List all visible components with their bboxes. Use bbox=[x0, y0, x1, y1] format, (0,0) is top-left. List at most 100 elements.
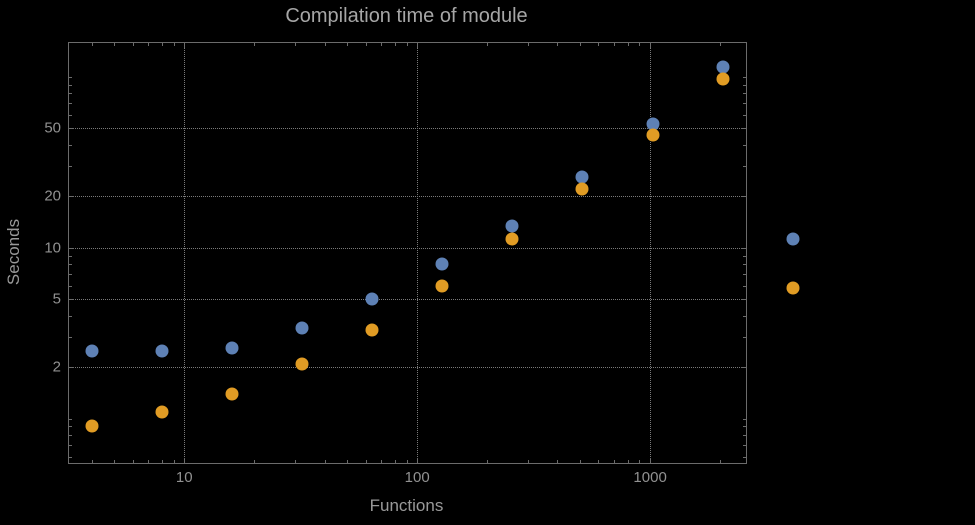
y-tick-mark bbox=[741, 299, 746, 301]
data-point-orange bbox=[786, 281, 800, 295]
x-tick-mark bbox=[598, 43, 600, 46]
y-tick-mark bbox=[69, 299, 74, 301]
data-point-orange bbox=[575, 182, 589, 196]
y-tick-mark bbox=[69, 76, 72, 78]
x-tick-mark bbox=[184, 458, 186, 463]
y-tick-mark bbox=[743, 255, 746, 257]
y-tick-mark bbox=[69, 128, 74, 130]
x-tick-mark bbox=[324, 460, 326, 463]
x-tick-mark bbox=[580, 43, 581, 46]
y-tick-mark bbox=[743, 114, 746, 116]
data-point-orange bbox=[716, 72, 730, 86]
x-tick-label: 100 bbox=[404, 469, 430, 486]
x-tick-mark bbox=[528, 43, 530, 46]
x-tick-mark bbox=[614, 43, 616, 46]
y-tick-mark bbox=[743, 166, 746, 168]
y-tick-mark bbox=[743, 84, 746, 86]
x-tick-mark bbox=[132, 460, 134, 463]
x-tick-mark bbox=[406, 460, 408, 463]
y-tick-mark bbox=[743, 285, 746, 287]
x-tick-mark bbox=[627, 43, 629, 46]
data-point-blue bbox=[575, 170, 589, 184]
x-tick-mark bbox=[557, 43, 559, 46]
y-tick-mark bbox=[743, 426, 746, 428]
x-tick-mark bbox=[161, 43, 163, 46]
x-gridline bbox=[650, 43, 652, 463]
x-tick-mark bbox=[487, 460, 489, 463]
x-tick-label: 10 bbox=[175, 469, 193, 486]
y-tick-mark bbox=[741, 247, 746, 249]
x-tick-mark bbox=[254, 460, 256, 463]
x-gridline bbox=[184, 43, 186, 463]
y-gridline bbox=[69, 247, 746, 249]
data-point-blue bbox=[295, 321, 309, 335]
y-tick-mark bbox=[69, 315, 72, 317]
data-point-blue bbox=[365, 292, 379, 306]
x-tick-mark bbox=[650, 458, 652, 463]
x-tick-mark bbox=[417, 458, 419, 463]
y-tick-mark bbox=[69, 103, 72, 105]
x-tick-mark bbox=[720, 43, 722, 46]
x-tick-mark bbox=[639, 43, 641, 46]
y-tick-mark bbox=[69, 247, 74, 249]
x-tick-mark bbox=[639, 460, 641, 463]
y-tick-mark bbox=[743, 264, 746, 266]
x-tick-mark bbox=[173, 460, 175, 463]
y-tick-mark bbox=[69, 456, 72, 458]
x-tick-mark bbox=[614, 460, 616, 463]
x-tick-mark bbox=[627, 460, 629, 463]
x-tick-mark bbox=[347, 460, 349, 463]
x-tick-mark bbox=[324, 43, 326, 46]
data-point-blue bbox=[716, 60, 730, 74]
data-point-blue bbox=[225, 341, 239, 355]
y-gridline bbox=[69, 196, 746, 198]
y-tick-mark bbox=[69, 285, 72, 287]
data-point-blue bbox=[646, 117, 660, 131]
data-point-orange bbox=[225, 387, 239, 401]
x-tick-mark bbox=[598, 460, 600, 463]
x-tick-mark bbox=[161, 460, 163, 463]
data-point-blue bbox=[85, 344, 99, 358]
x-tick-label: 1000 bbox=[633, 469, 667, 486]
y-tick-mark bbox=[69, 435, 72, 437]
x-tick-mark bbox=[91, 43, 93, 46]
x-tick-mark bbox=[528, 460, 530, 463]
y-tick-mark bbox=[69, 84, 72, 86]
y-tick-mark bbox=[69, 274, 72, 276]
y-tick-mark bbox=[69, 426, 72, 428]
y-tick-mark bbox=[69, 93, 72, 95]
data-point-orange bbox=[155, 405, 169, 419]
data-point-blue bbox=[435, 257, 449, 271]
y-tick-mark bbox=[69, 264, 72, 266]
y-tick-mark bbox=[743, 274, 746, 276]
y-gridline bbox=[69, 299, 746, 301]
x-axis-label: Functions bbox=[369, 496, 444, 515]
y-tick-mark bbox=[743, 435, 746, 437]
y-tick-mark bbox=[69, 166, 72, 168]
data-point-blue bbox=[155, 344, 169, 358]
y-tick-mark bbox=[743, 103, 746, 105]
x-tick-mark bbox=[91, 460, 93, 463]
x-tick-mark bbox=[173, 43, 175, 46]
y-tick-mark bbox=[69, 445, 72, 447]
data-point-orange bbox=[505, 232, 519, 246]
y-tick-mark bbox=[69, 337, 72, 339]
x-tick-mark bbox=[406, 43, 408, 46]
x-tick-mark bbox=[347, 43, 349, 46]
x-tick-mark bbox=[381, 43, 383, 46]
y-tick-label: 2 bbox=[52, 358, 61, 376]
y-tick-mark bbox=[743, 315, 746, 317]
y-tick-mark bbox=[743, 93, 746, 95]
x-tick-mark bbox=[114, 43, 116, 46]
y-axis-label: Seconds bbox=[4, 218, 23, 286]
x-tick-mark bbox=[487, 43, 489, 46]
y-tick-label: 10 bbox=[44, 239, 61, 257]
x-tick-mark bbox=[557, 460, 559, 463]
y-gridline bbox=[69, 367, 746, 369]
x-tick-mark bbox=[254, 43, 256, 46]
y-tick-mark bbox=[69, 196, 74, 198]
chart-title: Compilation time of module bbox=[285, 5, 528, 27]
data-point-blue bbox=[505, 219, 519, 233]
y-tick-mark bbox=[741, 128, 746, 130]
x-tick-mark bbox=[394, 43, 396, 46]
